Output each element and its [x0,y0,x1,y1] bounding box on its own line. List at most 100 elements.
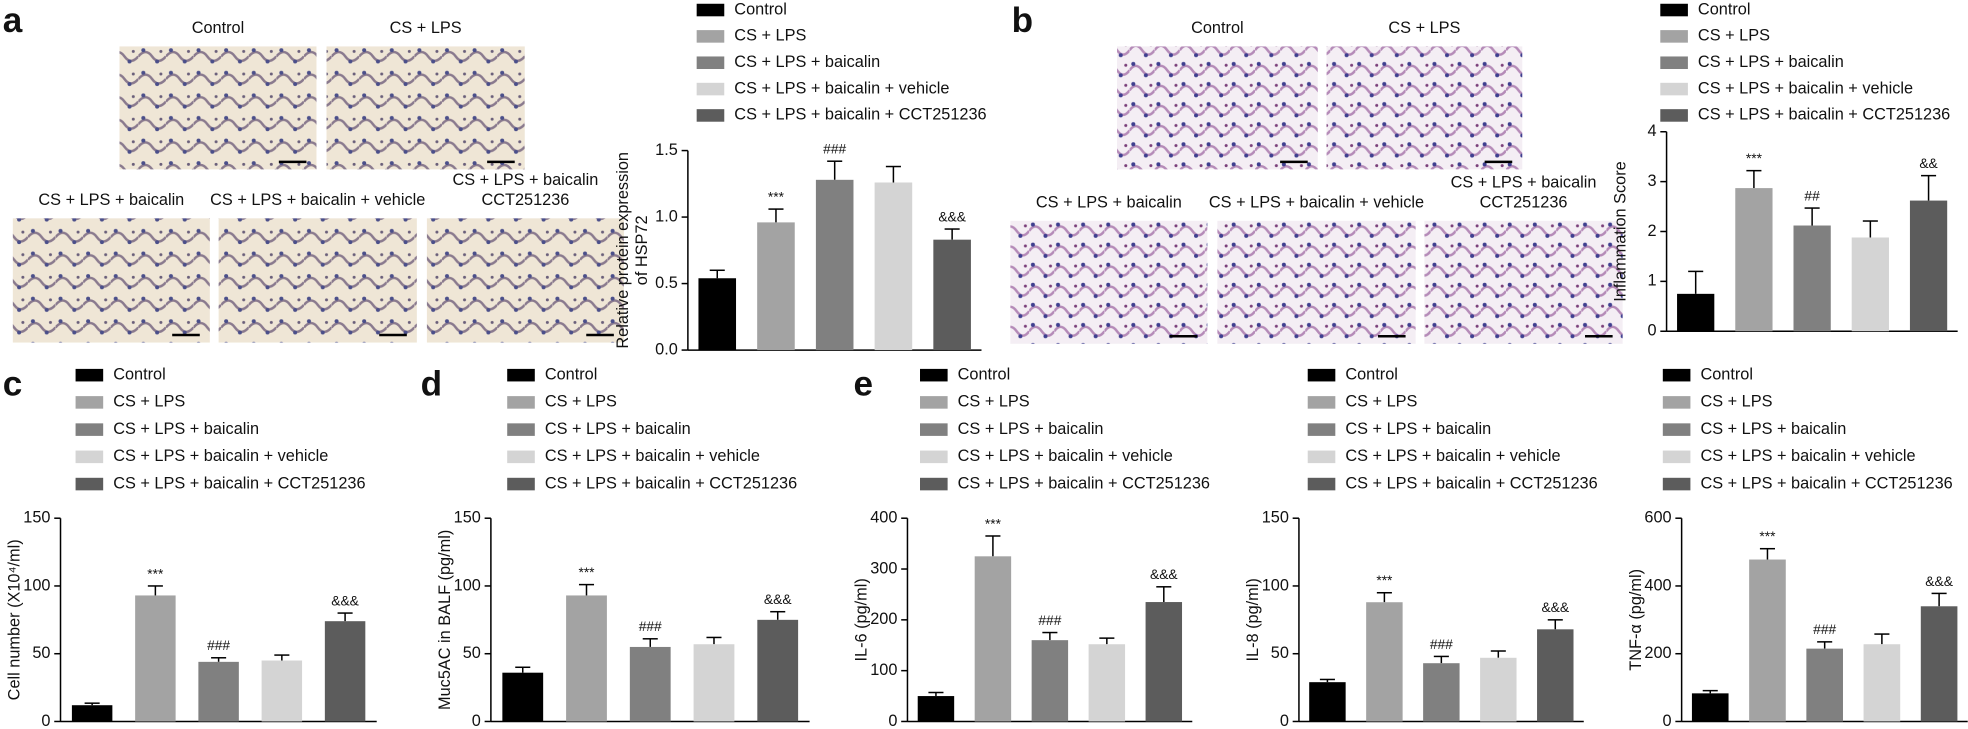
legend-label: CS + LPS + baicalin + CCT251236 [734,106,986,124]
legend-label: Control [113,365,166,383]
significance-label: ## [1804,188,1820,203]
micrograph [1326,46,1523,170]
bar [198,661,239,722]
micrograph-caption: CCT251236 [481,191,569,209]
legend-swatch [920,450,948,464]
bar [974,556,1012,722]
micrograph-caption: CS + LPS [1388,19,1460,37]
legend-label: Control [958,365,1011,383]
legend-label: CS + LPS + baicalin + CCT251236 [1700,474,1952,492]
legend-label: CS + LPS [958,393,1030,411]
bar [1691,693,1729,722]
significance-label: &&& [1925,574,1953,589]
legend-label: CS + LPS [1698,27,1770,45]
legend-swatch [696,82,725,96]
significance-label: ### [1813,622,1836,637]
bar [1423,663,1460,722]
legend-swatch [75,368,104,382]
micrograph-caption: Control [192,19,245,37]
legend-label: CS + LPS + baicalin + vehicle [734,79,949,97]
micrograph-caption: CS + LPS [390,19,462,37]
legend-label: CS + LPS + baicalin [1698,53,1844,71]
y-tick-label: 150 [454,509,481,527]
legend-label: Control [1345,365,1398,383]
y-tick-label: 2 [1647,222,1656,240]
bar [874,182,913,351]
bar [135,595,176,722]
micrograph-caption: CS + LPS + baicalin [452,171,598,189]
significance-label: &&& [331,593,359,608]
micrograph [12,218,210,343]
micrograph [1117,46,1318,170]
bar [698,278,737,351]
y-tick-label: 50 [1271,644,1289,662]
legend-swatch [75,423,104,436]
legend-label: CS + LPS [545,393,617,411]
bar [502,672,544,722]
micrograph [218,218,417,343]
bar [933,239,971,351]
legend-swatch [1307,477,1336,491]
panel-letter: e [854,365,874,404]
micrograph [426,218,624,343]
y-axis-label: IL-8 (pg/ml) [1244,578,1262,661]
significance-label: *** [578,565,595,580]
legend-swatch [696,109,725,122]
y-tick-label: 4 [1647,122,1656,140]
y-tick-label: 100 [23,576,50,594]
legend-swatch [920,477,948,491]
significance-label: &&& [1541,600,1569,615]
significance-label: ### [823,142,846,157]
legend-swatch [507,477,535,491]
significance-label: *** [1759,529,1776,544]
legend-label: CS + LPS + baicalin + vehicle [113,447,328,465]
micrograph [119,46,317,170]
significance-label: *** [1746,151,1763,166]
legend-swatch [75,396,104,409]
y-tick-label: 3 [1647,172,1656,190]
y-tick-label: 50 [32,644,50,662]
panel-letter: a [3,1,23,40]
micrograph-caption: CS + LPS + baicalin [1036,194,1182,212]
bar [1863,644,1901,722]
y-tick-label: 50 [463,644,481,662]
legend-label: Control [1698,0,1751,18]
legend-label: CS + LPS + baicalin + CCT251236 [1698,106,1950,124]
significance-label: *** [147,566,164,581]
legend-label: Control [545,365,598,383]
legend-label: CS + LPS + baicalin [1700,420,1846,438]
legend-swatch [696,56,725,70]
significance-label: ### [1038,613,1061,628]
legend-label: CS + LPS + baicalin + vehicle [958,447,1173,465]
bar [1145,602,1183,722]
y-tick-label: 400 [1644,576,1671,594]
panel-letter: c [3,365,23,404]
micrograph-caption: CS + LPS + baicalin [38,191,184,209]
legend-label: CS + LPS [1345,393,1417,411]
y-axis-label: TNF-α (pg/ml) [1627,569,1645,671]
y-tick-label: 300 [870,559,897,577]
legend-label: CS + LPS + baicalin + CCT251236 [1345,474,1597,492]
bar [1749,559,1786,722]
y-tick-label: 200 [870,610,897,628]
bar [815,179,854,351]
bar [629,646,671,722]
legend-swatch [507,450,535,464]
legend-swatch [1307,450,1336,464]
y-tick-label: 0 [1663,712,1672,729]
significance-label: && [1919,156,1937,171]
panel-letter: b [1012,1,1033,40]
y-tick-label: 1.5 [655,141,678,159]
legend-swatch [507,368,535,382]
legend-swatch [1660,82,1688,96]
bar [757,222,795,351]
significance-label: *** [768,189,785,204]
y-tick-label: 0 [888,712,897,729]
y-tick-label: 0 [472,712,481,729]
legend-swatch [507,423,535,436]
micrograph [1217,220,1416,344]
bar [71,705,113,722]
micrograph [326,46,525,170]
micrograph [1010,220,1208,344]
bar [1806,648,1843,722]
